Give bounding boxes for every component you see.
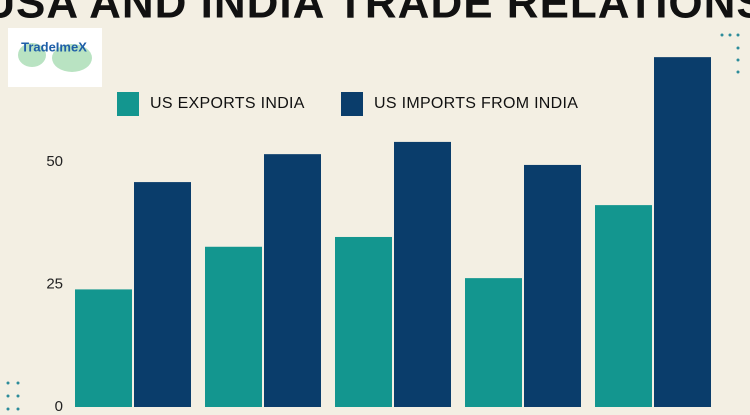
bar xyxy=(394,141,451,407)
bar xyxy=(595,205,652,407)
y-tick-label: 50 xyxy=(46,153,63,170)
bar xyxy=(264,154,321,407)
bar xyxy=(75,289,132,407)
y-tick-label: 0 xyxy=(55,398,63,415)
legend-label: US IMPORTS FROM INDIA xyxy=(374,95,578,112)
logo-map xyxy=(52,44,92,72)
bar xyxy=(205,246,262,407)
bar xyxy=(465,278,522,407)
logo: TradeImeX xyxy=(8,28,102,87)
logo-text: TradeImeX xyxy=(21,39,87,54)
legend-swatch xyxy=(117,92,139,116)
bar xyxy=(654,57,711,407)
decor-dots xyxy=(6,33,740,411)
bar xyxy=(134,182,191,407)
bar xyxy=(335,236,392,407)
logo-map xyxy=(18,43,46,67)
bar xyxy=(524,164,581,407)
legend-swatch xyxy=(341,92,363,116)
legend-label: US EXPORTS INDIA xyxy=(150,95,305,112)
chart-title: USA AND INDIA TRADE RELATIONS xyxy=(0,0,750,28)
y-tick-label: 25 xyxy=(46,275,63,292)
